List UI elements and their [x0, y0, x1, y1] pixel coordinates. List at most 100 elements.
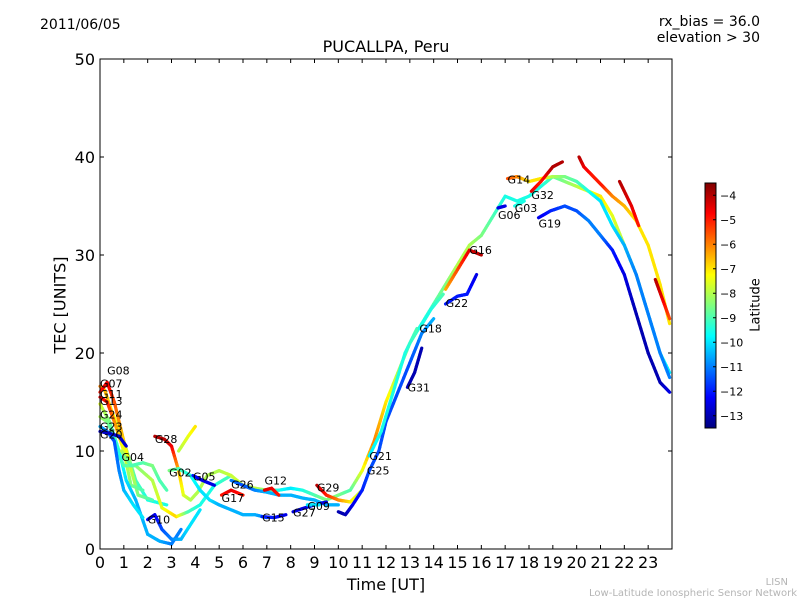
x-tick-label: 13 [400, 553, 420, 572]
satellite-label: G28 [155, 433, 178, 446]
x-tick-label: 0 [95, 553, 105, 572]
tec-trace-segment [666, 389, 672, 394]
x-tick-label: 17 [495, 553, 515, 572]
elevation-label: elevation > 30 [656, 30, 760, 46]
satellite-label: G04 [121, 451, 144, 464]
satellite-label: G10 [148, 514, 171, 527]
x-tick-label: 2 [143, 553, 153, 572]
series-g17 [219, 488, 245, 497]
satellite-label: G22 [446, 297, 469, 310]
x-tick-label: 6 [238, 553, 248, 572]
series-g-evening [577, 155, 672, 326]
series-g32 [529, 160, 564, 193]
series-g31 [405, 346, 424, 389]
series-g18 [417, 292, 445, 331]
satellite-label: G13 [100, 395, 123, 408]
series-g04 [119, 449, 169, 492]
series-g06 [496, 204, 507, 210]
x-tick-label: 23 [638, 553, 658, 572]
satellite-label: G15 [262, 512, 285, 525]
satellite-label: G27 [293, 507, 316, 520]
footer-org-short: LISN [765, 577, 788, 588]
series-g15 [260, 513, 288, 520]
series-g20 [98, 429, 128, 448]
colorbar-tick-label: −5 [720, 214, 736, 227]
series-g-night [653, 277, 672, 321]
satellite-label: G25 [367, 465, 390, 478]
chart-title: PUCALLPA, Peru [322, 37, 450, 56]
satellite-label: G18 [419, 323, 442, 336]
x-tick-label: 15 [447, 553, 467, 572]
x-tick-label: 7 [262, 553, 272, 572]
x-tick-label: 4 [190, 553, 200, 572]
satellite-label: G20 [100, 428, 123, 441]
y-tick-label: 20 [75, 344, 95, 363]
x-tick-label: 11 [352, 553, 372, 572]
y-tick-label: 0 [85, 540, 95, 559]
satellite-label: G03 [515, 202, 538, 215]
x-tick-label: 3 [166, 553, 176, 572]
tec-trace-segment [440, 292, 445, 298]
y-tick-label: 50 [75, 50, 95, 69]
satellite-label: G05 [193, 470, 216, 483]
series-g19 [536, 204, 672, 394]
x-tick-label: 20 [566, 553, 586, 572]
x-tick-label: 5 [214, 553, 224, 572]
series-g12 [262, 486, 281, 497]
series-g26 [229, 478, 340, 507]
tec-trace-segment [139, 487, 145, 492]
tec-trace-segment [192, 424, 197, 430]
x-tick-label: 1 [119, 553, 129, 572]
colorbar-tick-label: −7 [720, 263, 736, 276]
x-tick-label: 21 [590, 553, 610, 572]
x-tick-label: 8 [286, 553, 296, 572]
satellite-label: G12 [264, 474, 287, 487]
tec-trace-segment [478, 252, 483, 257]
x-tick-label: 22 [614, 553, 634, 572]
x-tick-label: 19 [543, 553, 563, 572]
tec-trace-segment [559, 160, 564, 165]
series-g10 [146, 508, 202, 541]
series-g03 [513, 199, 526, 208]
satellite-label: G02 [169, 467, 192, 480]
footer-org-full: Low-Latitude Ionospheric Sensor Network [589, 588, 797, 599]
satellite-label: G06 [498, 209, 521, 222]
x-tick-label: 16 [471, 553, 491, 572]
rx-bias-label: rx_bias = 36.0 [658, 14, 760, 30]
satellite-label: G09 [307, 500, 330, 513]
satellite-label: G21 [369, 450, 392, 463]
series-g28-early [177, 424, 197, 453]
series-g21 [367, 326, 419, 458]
series-g-late [617, 179, 641, 228]
colorbar-tick-label: −11 [720, 361, 743, 374]
tec-trace-segment [521, 199, 526, 204]
series-g22 [443, 273, 479, 306]
satellite-label: G07 [100, 377, 123, 390]
satellite-label: G17 [222, 492, 245, 505]
tec-trace-segment [667, 314, 672, 321]
tec-trace-segment [123, 443, 128, 448]
colorbar-tick-label: −8 [720, 287, 736, 300]
colorbar-tick-label: −9 [720, 312, 736, 325]
satellite-label: G24 [100, 409, 123, 422]
colorbar-tick-label: −6 [720, 238, 736, 251]
tec-trace-segment [239, 492, 245, 497]
satellite-label: G08 [107, 365, 130, 378]
tec-trace-segment [430, 317, 436, 323]
date-label: 2011/06/05 [40, 17, 121, 33]
y-tick-label: 30 [75, 246, 95, 265]
tec-trace-segment [149, 497, 155, 502]
y-tick-label: 10 [75, 442, 95, 461]
colorbar-tick-label: −4 [720, 189, 736, 202]
tec-trace-segment [413, 326, 419, 334]
x-tick-label: 10 [328, 553, 348, 572]
series-g14 [505, 175, 672, 380]
x-tick-label: 12 [376, 553, 396, 572]
tec-trace-segment [162, 502, 169, 507]
series-g25 [336, 317, 436, 517]
x-tick-label: 14 [423, 553, 443, 572]
satellite-label: G11 [100, 388, 123, 401]
x-tick-label: 9 [309, 553, 319, 572]
series-g05 [191, 473, 216, 487]
